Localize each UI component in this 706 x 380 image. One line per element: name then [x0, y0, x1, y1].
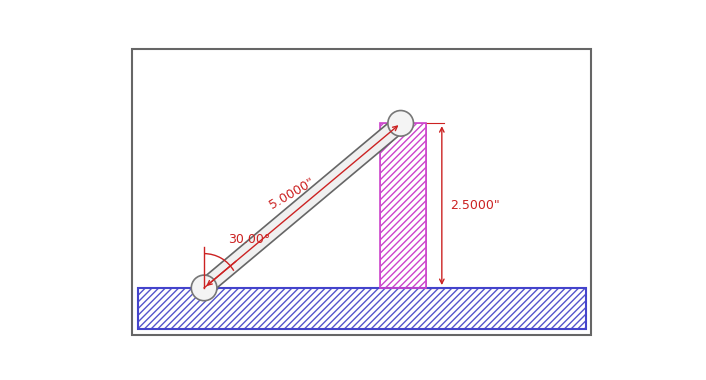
Circle shape — [388, 111, 414, 136]
Text: 2.5000": 2.5000" — [450, 199, 500, 212]
Text: 30.00°: 30.00° — [228, 233, 270, 246]
Bar — [138, 288, 586, 329]
Bar — [138, 288, 586, 329]
Polygon shape — [199, 117, 406, 294]
Bar — [380, 124, 426, 288]
Text: 5.0000": 5.0000" — [268, 175, 317, 211]
Circle shape — [191, 275, 217, 301]
Bar — [380, 124, 426, 288]
